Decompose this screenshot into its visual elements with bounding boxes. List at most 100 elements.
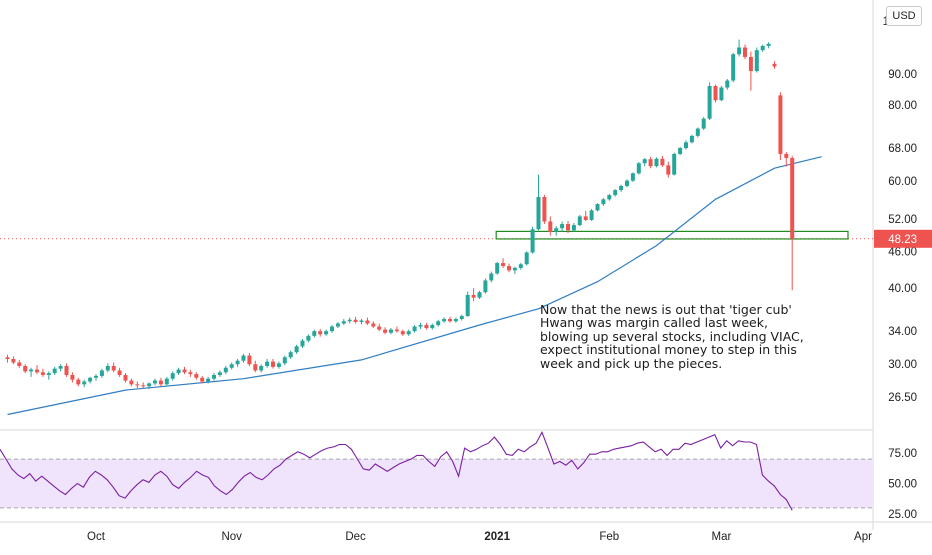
candle [294,344,299,354]
rsi-tick-label: 25.00 [888,509,917,521]
candle-body [282,357,287,364]
rsi-tick-label: 50.00 [888,479,917,491]
candle [507,263,511,273]
candle [660,155,665,167]
candle [412,325,417,333]
price-tick-label: 46.00 [888,246,917,258]
currency-button[interactable]: USD [886,6,922,26]
candle [772,61,777,69]
candle-body [737,47,742,55]
candle-body [477,292,482,298]
candle-body [684,142,688,149]
candle [518,263,523,270]
candle-body [105,365,110,371]
candle [607,193,612,201]
candle [495,261,500,275]
candle [241,353,246,363]
candle [613,189,618,197]
candle [453,317,458,323]
candle-body [371,323,376,327]
candle [359,319,364,325]
candle-body [253,364,258,371]
candle-body [784,153,789,158]
candle [778,92,783,160]
candle-body [453,319,458,322]
candle [648,156,653,169]
candle-body [265,361,270,366]
candle-body [389,329,393,333]
candle-body [306,335,311,341]
candle [135,381,140,389]
candle [748,51,753,91]
candle-body [312,331,317,336]
candle [754,47,759,73]
candle [223,365,228,375]
candle [17,359,22,368]
candle-body [94,375,98,378]
candle-body [58,365,63,369]
candle-body [772,63,777,67]
candle-body [217,372,222,376]
candle-body [35,369,39,373]
candle-body [129,380,134,385]
candle-body [778,95,783,154]
candle-body [448,319,452,322]
candle [76,377,81,387]
candle-body [430,325,435,329]
candle-body [212,375,216,379]
candle-body [548,221,553,232]
candle [424,322,429,330]
candle [566,220,570,234]
candle [200,375,205,384]
candle [489,271,494,283]
candle [678,146,683,156]
candle [52,366,57,376]
candle [389,328,393,335]
candle-body [654,158,659,167]
candle [377,323,382,332]
candle-body [607,195,612,200]
candle-body [507,266,511,271]
candle-body [383,329,388,333]
candle-body [754,50,759,72]
candle-body [554,228,559,232]
candle [235,358,240,367]
candle [117,367,122,377]
candle-body [229,364,234,368]
time-tick-label: Dec [345,531,366,543]
candle-body [412,326,417,332]
candle [182,366,187,375]
candle [129,378,134,387]
candle-body [5,357,10,359]
candle [330,325,334,333]
candle-body [158,380,163,385]
candle-body [530,229,535,253]
candle [695,127,700,138]
candle [229,362,234,370]
candle [5,354,10,363]
candle [619,184,624,192]
candle-body [40,372,45,376]
candle-body [46,373,51,376]
candle [253,360,258,373]
candle [35,365,39,375]
candle-body [241,355,246,361]
candle-body [76,379,81,385]
candle-body [406,331,411,335]
candle [158,377,163,387]
candle [312,329,317,338]
candle [341,319,346,326]
candle-body [200,377,205,382]
candle [259,364,264,373]
time-tick-label: Nov [221,531,242,543]
candle-body [11,358,16,363]
candle-body [666,165,671,175]
candle-body [689,135,694,143]
candle [170,371,175,381]
candle [288,350,293,359]
price-tick-label: 90.00 [888,69,917,81]
candle-body [117,370,122,376]
candle [335,321,340,329]
